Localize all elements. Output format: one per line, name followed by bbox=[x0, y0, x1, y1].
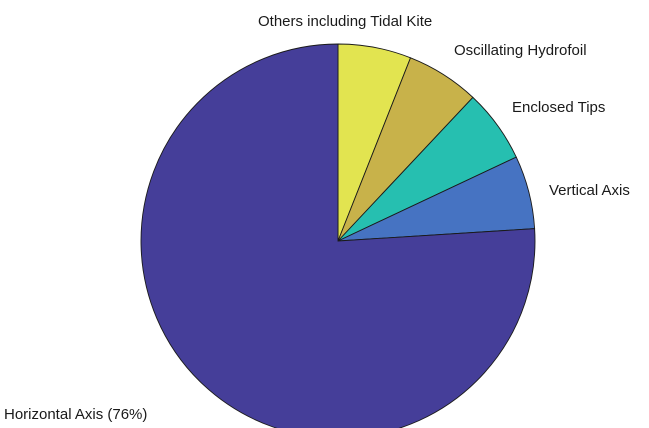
pie-labels: Others including Tidal Kite Oscillating … bbox=[4, 13, 630, 423]
pie-slice-horizontal-axis bbox=[140, 43, 536, 428]
pie-slices bbox=[140, 43, 536, 428]
slice-label-enclosed-tips: Enclosed Tips bbox=[512, 99, 605, 116]
slice-label-vertical-axis: Vertical Axis bbox=[549, 182, 630, 199]
slice-label-horizontal-axis: Horizontal Axis (76%) bbox=[4, 406, 147, 423]
slice-label-oscillating-hydrofoil: Oscillating Hydrofoil bbox=[454, 42, 587, 59]
slice-label-others: Others including Tidal Kite bbox=[258, 13, 432, 30]
